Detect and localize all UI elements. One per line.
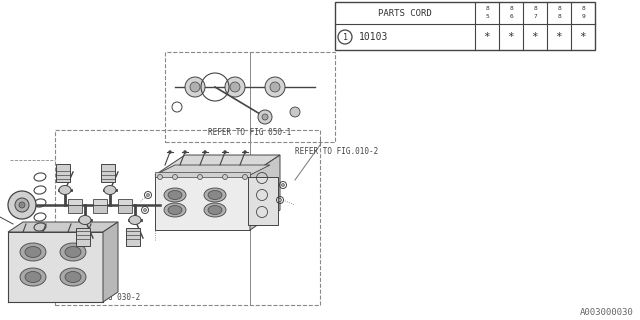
Circle shape: [258, 110, 272, 124]
Text: 7: 7: [533, 13, 537, 19]
Bar: [248, 177, 278, 225]
Ellipse shape: [168, 205, 182, 214]
Polygon shape: [103, 222, 118, 302]
Ellipse shape: [20, 268, 46, 286]
Ellipse shape: [168, 190, 182, 199]
Text: *: *: [484, 32, 490, 42]
Text: 10103: 10103: [359, 32, 388, 42]
Circle shape: [190, 82, 200, 92]
Ellipse shape: [60, 243, 86, 261]
Circle shape: [168, 150, 172, 154]
Bar: [68, 205, 82, 213]
Circle shape: [223, 174, 227, 180]
Bar: [76, 228, 90, 246]
Circle shape: [282, 183, 285, 187]
Ellipse shape: [204, 188, 226, 202]
Polygon shape: [250, 155, 280, 230]
Circle shape: [262, 114, 268, 120]
Circle shape: [243, 174, 248, 180]
Circle shape: [147, 194, 150, 196]
Bar: [155, 172, 250, 177]
Ellipse shape: [204, 203, 226, 217]
Circle shape: [243, 150, 246, 154]
Circle shape: [173, 174, 177, 180]
Text: 6: 6: [509, 13, 513, 19]
Ellipse shape: [25, 271, 41, 283]
Circle shape: [185, 77, 205, 97]
Text: 8: 8: [581, 5, 585, 11]
Ellipse shape: [65, 246, 81, 258]
Text: *: *: [508, 32, 515, 42]
Ellipse shape: [59, 186, 71, 195]
Text: PARTS CORD: PARTS CORD: [378, 9, 432, 18]
Text: A003000030: A003000030: [580, 308, 634, 317]
Circle shape: [19, 202, 25, 208]
Ellipse shape: [164, 188, 186, 202]
Text: *: *: [532, 32, 538, 42]
Text: REFER TO FIG.010-2: REFER TO FIG.010-2: [295, 147, 378, 156]
Bar: [165, 52, 335, 142]
Text: 8: 8: [557, 13, 561, 19]
Ellipse shape: [104, 186, 116, 195]
Circle shape: [15, 198, 29, 212]
Text: 1: 1: [342, 33, 348, 42]
Bar: [118, 199, 132, 205]
Polygon shape: [8, 222, 118, 232]
Text: 9: 9: [581, 13, 585, 19]
Bar: [335, 2, 595, 50]
Bar: [55, 130, 320, 305]
Text: *: *: [580, 32, 586, 42]
Circle shape: [230, 82, 240, 92]
Bar: [101, 164, 115, 182]
Text: 5: 5: [485, 13, 489, 19]
Bar: [118, 205, 132, 213]
Text: 8: 8: [485, 5, 489, 11]
Bar: [93, 205, 107, 213]
Text: REFER TO FIG 050-1: REFER TO FIG 050-1: [209, 128, 292, 137]
Polygon shape: [155, 165, 270, 175]
Bar: [93, 199, 107, 205]
Text: 8: 8: [557, 5, 561, 11]
Circle shape: [184, 150, 186, 154]
Polygon shape: [8, 232, 103, 302]
Circle shape: [270, 82, 280, 92]
Ellipse shape: [25, 246, 41, 258]
Ellipse shape: [65, 271, 81, 283]
Circle shape: [204, 150, 207, 154]
Ellipse shape: [208, 205, 222, 214]
Circle shape: [198, 174, 202, 180]
Text: REFER TO FIG 030-2: REFER TO FIG 030-2: [57, 293, 140, 302]
Polygon shape: [155, 155, 280, 175]
Ellipse shape: [164, 203, 186, 217]
Circle shape: [157, 174, 163, 180]
Bar: [126, 228, 140, 246]
Bar: [56, 164, 70, 182]
Bar: [68, 199, 82, 205]
Ellipse shape: [60, 268, 86, 286]
Circle shape: [225, 77, 245, 97]
Circle shape: [143, 209, 147, 212]
Circle shape: [278, 198, 282, 202]
Ellipse shape: [208, 190, 222, 199]
Ellipse shape: [129, 215, 141, 225]
Circle shape: [8, 191, 36, 219]
Text: 8: 8: [509, 5, 513, 11]
Ellipse shape: [20, 243, 46, 261]
Text: *: *: [556, 32, 563, 42]
Text: 8: 8: [533, 5, 537, 11]
Circle shape: [265, 77, 285, 97]
Circle shape: [290, 107, 300, 117]
Ellipse shape: [79, 215, 91, 225]
Circle shape: [223, 150, 227, 154]
Polygon shape: [155, 175, 250, 230]
